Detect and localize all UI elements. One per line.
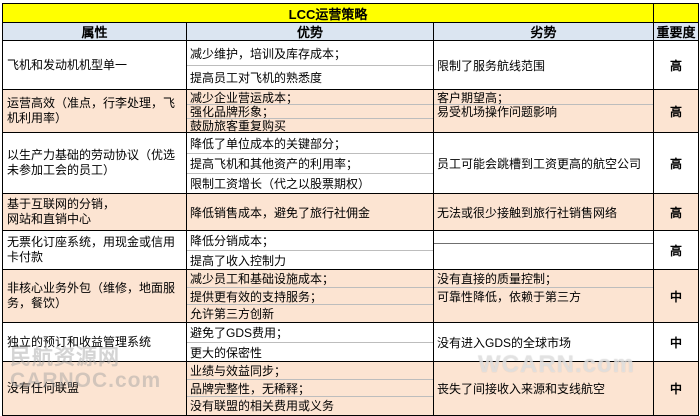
cell-line: 可靠性降低，依赖于第三方 — [434, 287, 653, 304]
advantages-cell: 避免了GDS费用； 更大的保密性 — [187, 323, 434, 361]
attribute-cell: 无票化订座系统，用现金或信用卡付款 — [3, 231, 187, 269]
table-row: 无票化订座系统，用现金或信用卡付款 降低分销成本； 提高了收入控制力 高 — [3, 231, 698, 270]
importance-cell: 高 — [669, 156, 682, 171]
table-row: 运营高效（准点，行李处理，飞机利用率） 减少企业营运成本； 强化品牌形象； 鼓励旅客重… — [3, 90, 698, 133]
disadvantages-cell — [434, 231, 654, 269]
importance-cell: 中 — [669, 335, 682, 350]
attribute-cell: 没有任何联盟 — [3, 362, 187, 415]
cell-line: 避免了GDS费用； — [190, 326, 289, 340]
cell-line: 易受机场操作问题影响 — [434, 104, 653, 118]
cell-line: 减少企业营运成本； — [190, 90, 299, 105]
table-body: 飞机和发动机机型单一 减少维护，培训及库存成本； 提高员工对飞机的熟悉度 限制了服务航… — [3, 41, 698, 415]
cell-line: 降低了单位成本的关键部分； — [190, 136, 347, 151]
cell-line: 降低销售成本，避免了旅行社佣金 — [190, 205, 371, 220]
cell-line: 客户期望高； — [437, 90, 510, 105]
disadvantages-cell: 没有直接的质量控制； 可靠性降低，依赖于第三方 — [434, 270, 654, 322]
cell-line: 无法或很少接触到旅行社销售网络 — [437, 205, 618, 220]
table-row: 非核心业务外包（维修，地面服务，餐饮） 减少员工和基础设施成本； 提供更有效的支持服… — [3, 270, 698, 323]
cell-line: 鼓励旅客重复购买 — [187, 118, 433, 132]
attribute-cell: 独立的预订和收益管理系统 — [3, 323, 187, 361]
importance-cell: 中 — [669, 289, 682, 304]
column-header-attribute: 属性 — [3, 23, 187, 40]
cell-line: 品牌完整性，无稀释； — [187, 379, 433, 396]
table-row: 飞机和发动机机型单一 减少维护，培训及库存成本； 提高员工对飞机的熟悉度 限制了服务航… — [3, 41, 698, 90]
cell-line: 没有直接的质量控制； — [437, 272, 558, 286]
cell-line: 降低分销成本； — [190, 234, 275, 248]
cell-line: 业绩与效益同步； — [190, 364, 287, 378]
cell-line: 没有进入GDS的全球市场 — [437, 335, 572, 350]
advantages-cell: 降低分销成本； 提高了收入控制力 — [187, 231, 434, 269]
cell-line: 限制了服务航线范围 — [437, 58, 546, 73]
table-row: 基于互联网的分销， 网站和直销中心 降低销售成本，避免了旅行社佣金 无法或很少接触到… — [3, 194, 698, 231]
importance-cell: 高 — [669, 243, 682, 258]
advantages-cell: 减少企业营运成本； 强化品牌形象； 鼓励旅客重复购买 — [187, 90, 434, 132]
importance-cell: 中 — [669, 382, 682, 396]
table-row: 独立的预订和收益管理系统 避免了GDS费用； 更大的保密性 没有进入GDS的全球市场 中 — [3, 323, 698, 362]
advantages-cell: 降低了单位成本的关键部分； 提高飞机和其他资产的利用率； 限制工资增长（代之以股票期… — [187, 133, 434, 193]
attribute-cell: 运营高效（准点，行李处理，飞机利用率） — [3, 90, 187, 132]
cell-line: 强化品牌形象； — [187, 104, 433, 118]
attribute-cell: 非核心业务外包（维修，地面服务，餐饮） — [3, 270, 187, 322]
cell-line: 限制工资增长（代之以股票期权） — [187, 173, 433, 193]
disadvantages-cell: 没有进入GDS的全球市场 — [434, 323, 654, 361]
importance-cell: 高 — [669, 205, 682, 220]
importance-cell: 高 — [669, 104, 682, 119]
attribute-cell: 以生产力基础的劳动协议（优选未参加工会的员工） — [3, 133, 187, 193]
advantages-cell: 降低销售成本，避免了旅行社佣金 — [187, 194, 434, 230]
cell-line: 员工可能会跳槽到工资更高的航空公司 — [437, 156, 642, 171]
page-title: LCC运营策略 — [3, 4, 654, 23]
disadvantages-cell: 员工可能会跳槽到工资更高的航空公司 — [434, 133, 654, 193]
cell-line: 提供更有效的支持服务； — [187, 287, 433, 304]
advantages-cell: 减少员工和基础设施成本； 提供更有效的支持服务； 允许第三方创新 — [187, 270, 434, 322]
disadvantages-cell: 无法或很少接触到旅行社销售网络 — [434, 194, 654, 230]
cell-line: 减少员工和基础设施成本； — [190, 272, 335, 286]
disadvantages-cell: 丧失了间接收入来源和支线航空 — [434, 362, 654, 415]
column-header-importance: 重要度 — [656, 25, 696, 40]
cell-line: 丧失了间接收入来源和支线航空 — [437, 382, 606, 396]
cell-line: 提高飞机和其他资产的利用率； — [187, 153, 433, 173]
header-row: 属性 优势 劣势 重要度 — [3, 23, 698, 41]
table-row: 没有任何联盟 业绩与效益同步； 品牌完整性，无稀释； 没有联盟的相关费用或义务 丧失了间… — [3, 362, 698, 415]
advantages-cell: 减少维护，培训及库存成本； 提高员工对飞机的熟悉度 — [187, 41, 434, 89]
cell-line: 提高员工对飞机的熟悉度 — [187, 65, 433, 89]
lcc-strategy-table: LCC运营策略 属性 优势 劣势 重要度 飞机和发动机机型单一 减少维护，培训及库… — [2, 3, 699, 416]
cell-line: 更大的保密性 — [187, 342, 433, 361]
title-spacer-cell — [654, 4, 698, 23]
importance-cell: 高 — [669, 58, 682, 73]
empty-subcell — [434, 231, 653, 244]
advantages-cell: 业绩与效益同步； 品牌完整性，无稀释； 没有联盟的相关费用或义务 — [187, 362, 434, 415]
column-header-advantages: 优势 — [187, 23, 434, 40]
cell-line: 提高了收入控制力 — [187, 250, 433, 269]
column-header-disadvantages: 劣势 — [434, 23, 654, 40]
title-row: LCC运营策略 — [3, 4, 698, 23]
attribute-cell: 基于互联网的分销， 网站和直销中心 — [3, 194, 187, 230]
cell-line: 允许第三方创新 — [187, 304, 433, 321]
table-row: 以生产力基础的劳动协议（优选未参加工会的员工） 降低了单位成本的关键部分； 提高飞机… — [3, 133, 698, 194]
cell-line: 减少维护，培训及库存成本； — [190, 46, 347, 61]
cell-line: 没有联盟的相关费用或义务 — [187, 396, 433, 413]
disadvantages-cell: 客户期望高； 易受机场操作问题影响 — [434, 90, 654, 132]
disadvantages-cell: 限制了服务航线范围 — [434, 41, 654, 89]
attribute-cell: 飞机和发动机机型单一 — [3, 41, 187, 89]
